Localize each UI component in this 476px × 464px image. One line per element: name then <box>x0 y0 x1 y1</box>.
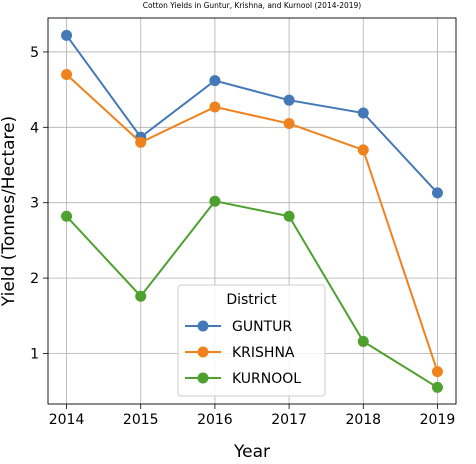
legend-marker-kurnool <box>198 373 209 384</box>
data-point-krishna <box>432 366 443 377</box>
legend-title: District <box>226 292 277 308</box>
data-point-guntur <box>284 95 295 106</box>
y-tick-label: 3 <box>30 196 39 212</box>
data-point-guntur <box>61 30 72 41</box>
y-tick-label: 2 <box>30 271 39 287</box>
data-point-kurnool <box>61 211 72 222</box>
series-guntur <box>61 30 443 199</box>
data-point-kurnool <box>135 291 146 302</box>
data-point-kurnool <box>432 382 443 393</box>
x-tick-label: 2014 <box>49 412 85 428</box>
legend-marker-guntur <box>198 321 209 332</box>
x-tick-label: 2018 <box>345 412 381 428</box>
data-point-guntur <box>209 75 220 86</box>
data-point-guntur <box>358 107 369 118</box>
legend-label-krishna: KRISHNA <box>232 345 295 361</box>
x-tick-label: 2015 <box>123 412 159 428</box>
y-tick-label: 4 <box>30 120 39 136</box>
data-point-krishna <box>61 69 72 80</box>
legend-label-guntur: GUNTUR <box>232 319 292 335</box>
chart-title: Cotton Yields in Guntur, Krishna, and Ku… <box>143 1 361 10</box>
x-tick-label: 2016 <box>197 412 233 428</box>
legend-label-kurnool: KURNOOL <box>232 371 301 387</box>
series-line-guntur <box>67 35 438 193</box>
data-point-kurnool <box>358 336 369 347</box>
x-tick-label: 2019 <box>420 412 456 428</box>
y-tick-label: 5 <box>30 45 39 61</box>
y-tick-label: 1 <box>30 346 39 362</box>
legend-marker-krishna <box>198 347 209 358</box>
legend: District GUNTUR KRISHNA KURNOOL <box>178 285 325 396</box>
x-tick-label: 2017 <box>271 412 307 428</box>
data-point-krishna <box>284 118 295 129</box>
data-point-krishna <box>209 101 220 112</box>
data-point-krishna <box>135 137 146 148</box>
data-point-kurnool <box>209 196 220 207</box>
y-axis-label: Yield (Tonnes/Hectare) <box>0 116 19 307</box>
data-point-guntur <box>432 187 443 198</box>
x-axis-label: Year <box>233 442 270 462</box>
data-point-krishna <box>358 144 369 155</box>
data-point-kurnool <box>284 211 295 222</box>
